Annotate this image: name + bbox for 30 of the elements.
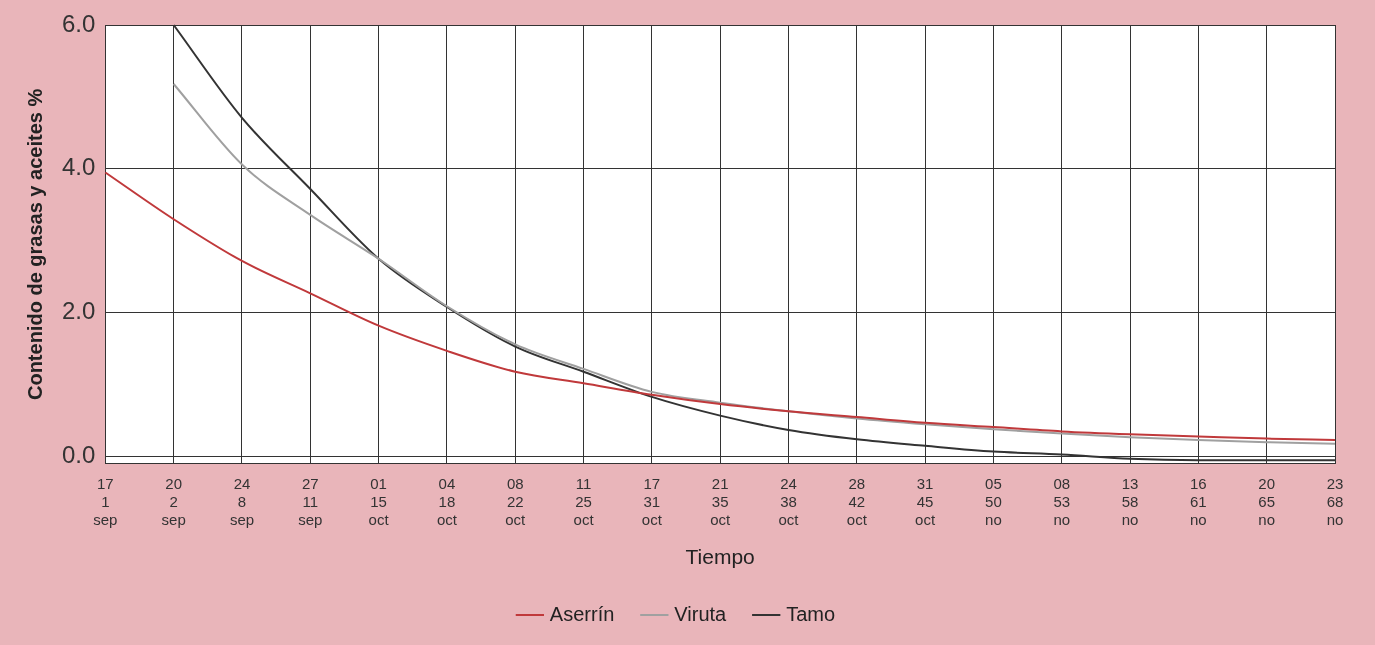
x-tick-label: 23 68 no <box>1326 474 1344 528</box>
x-tick-label: 17 31 oct <box>641 474 663 528</box>
x-tick-label: 11 25 oct <box>573 474 595 528</box>
x-axis-title: Tiempo <box>685 545 755 569</box>
x-tick-label: 21 35 oct <box>710 474 732 528</box>
x-tick-label: 24 8 sep <box>229 474 255 528</box>
x-tick-label: 13 58 no <box>1121 474 1139 528</box>
y-tick-label: 2.0 <box>61 297 96 325</box>
x-tick-label: 17 1 sep <box>93 474 118 528</box>
y-tick-label: 6.0 <box>61 9 96 37</box>
y-axis-title: Contenido de grasas y aceites % <box>23 88 46 401</box>
x-tick-label: 04 18 oct <box>436 474 458 528</box>
x-tick-label: 20 65 no <box>1258 474 1276 528</box>
x-tick-label: 16 61 no <box>1190 474 1207 528</box>
legend-label: Viruta <box>674 602 728 625</box>
x-tick-label: 20 2 sep <box>161 474 186 528</box>
x-tick-label: 24 38 oct <box>778 474 800 528</box>
line-series <box>172 82 1336 445</box>
x-tick-label: 08 22 oct <box>505 474 527 528</box>
x-tick-label: 31 45 oct <box>915 474 936 528</box>
y-tick-label: 0.0 <box>61 441 96 469</box>
y-tick-label: 4.0 <box>61 153 96 181</box>
x-tick-label: 08 53 no <box>1053 474 1071 528</box>
line-series <box>104 171 1336 442</box>
x-tick-label: 01 15 oct <box>368 474 390 528</box>
x-tick-label: 27 11 sep <box>298 474 323 528</box>
x-tick-label: 05 50 no <box>985 474 1002 528</box>
x-tick-label: 28 42 oct <box>846 474 868 528</box>
legend-label: Aserrín <box>549 602 615 625</box>
legend-label: Tamo <box>786 602 836 625</box>
